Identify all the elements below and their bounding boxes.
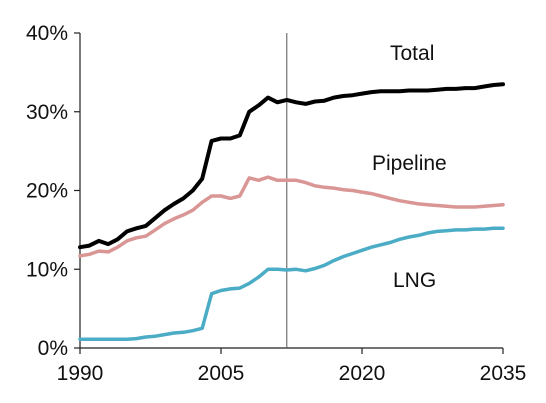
x-tick-label: 2035 [480, 362, 527, 385]
axes: 0% 10% 20% 30% 40% 1990 2005 2020 2035 [26, 22, 526, 385]
series-lines [78, 82, 505, 342]
x-tick-label: 1990 [57, 362, 104, 385]
pipeline-series-label: Pipeline [372, 152, 447, 175]
lng-series-label: LNG [393, 269, 436, 292]
y-tick-label: 10% [26, 258, 68, 281]
x-tick-label: 2005 [198, 362, 245, 385]
total-series-label: Total [390, 42, 434, 65]
x-tick-label: 2020 [339, 362, 386, 385]
pipeline-series-line [78, 175, 505, 258]
y-tick-label: 30% [26, 101, 68, 124]
total-series-line [78, 82, 505, 250]
y-tick-label: 40% [26, 22, 68, 45]
y-tick-label: 0% [38, 337, 68, 360]
series-annotations: Total Pipeline LNG [372, 42, 447, 292]
lng-series-line [78, 226, 505, 342]
y-tick-label: 20% [26, 180, 68, 203]
